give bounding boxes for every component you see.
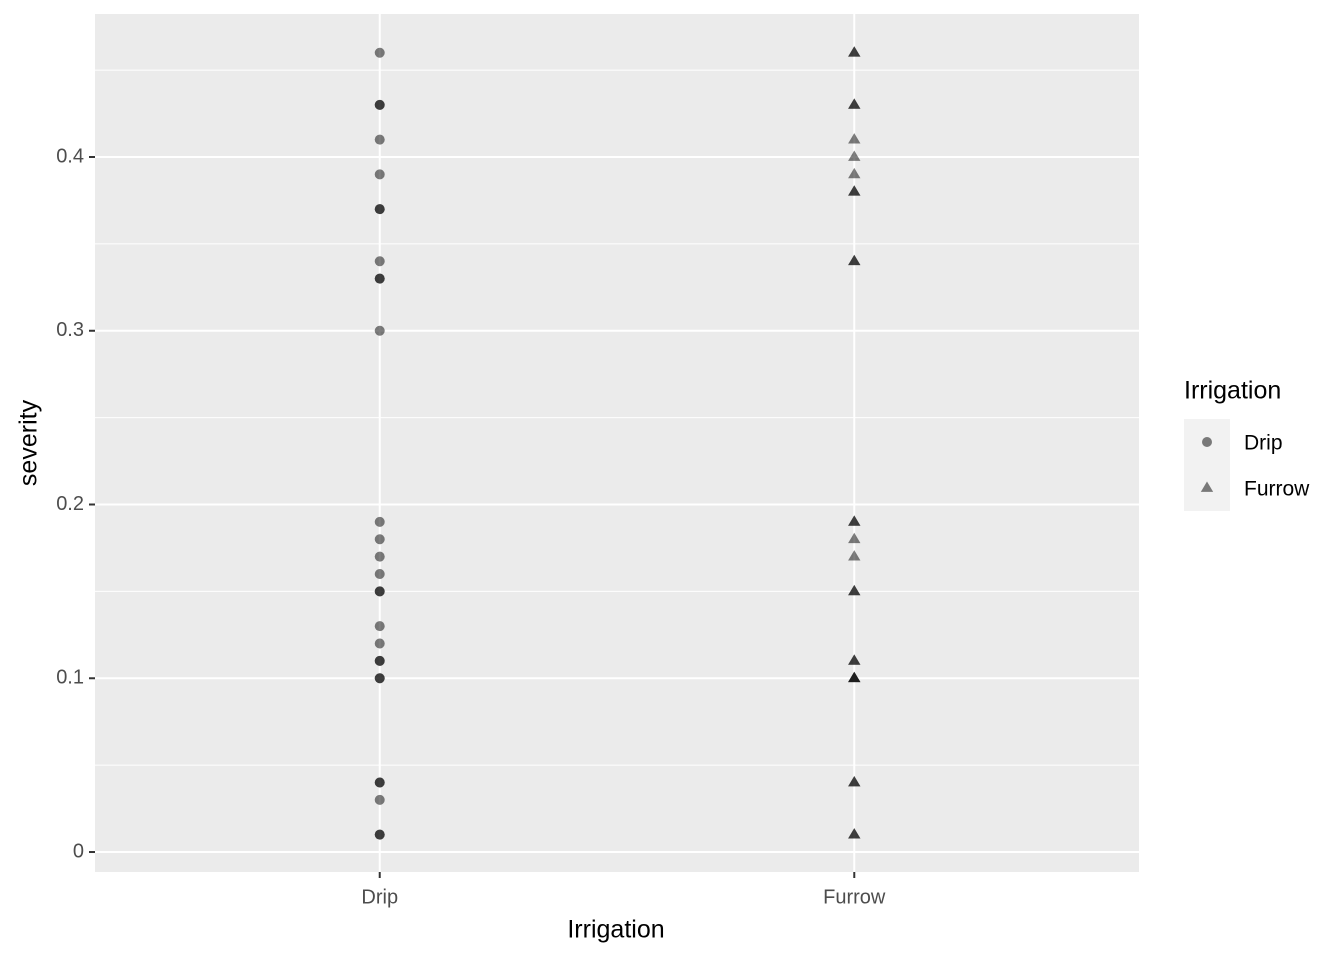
point <box>374 169 385 180</box>
point <box>374 569 385 580</box>
point <box>848 654 861 665</box>
point <box>848 150 861 161</box>
y-tick-label: 0 <box>73 840 84 862</box>
point <box>848 671 861 683</box>
legend-key <box>1200 481 1214 492</box>
point <box>374 621 385 632</box>
point <box>848 550 861 561</box>
point <box>374 638 385 649</box>
legend-key <box>1202 437 1212 447</box>
point <box>374 325 385 336</box>
point <box>848 167 861 179</box>
point <box>374 47 385 58</box>
point <box>374 99 385 110</box>
point <box>374 551 385 562</box>
point <box>848 46 861 57</box>
legend-key-background <box>1184 419 1230 511</box>
point <box>374 516 385 527</box>
y-tick-label: 0.1 <box>56 667 84 689</box>
point <box>374 534 385 545</box>
y-axis-title: severity <box>15 399 43 486</box>
legend-label: Furrow <box>1244 478 1310 501</box>
point <box>374 273 385 284</box>
point <box>848 828 861 839</box>
point <box>374 586 385 597</box>
point <box>374 655 385 666</box>
point <box>848 133 861 144</box>
y-tick-label: 0.4 <box>56 145 84 167</box>
point <box>374 673 385 684</box>
point <box>374 829 385 840</box>
point <box>848 776 861 787</box>
y-tick-label: 0.2 <box>56 493 84 515</box>
panel-background <box>95 14 1139 872</box>
legend-title: Irrigation <box>1184 377 1281 405</box>
point <box>374 256 385 267</box>
point <box>848 254 861 266</box>
x-tick-label: Drip <box>361 886 398 908</box>
x-tick-label: Furrow <box>823 886 886 908</box>
point <box>374 777 385 788</box>
point <box>374 204 385 215</box>
point <box>848 515 861 526</box>
point <box>848 584 861 596</box>
point <box>848 185 861 196</box>
point <box>374 134 385 145</box>
legend-label: Drip <box>1244 432 1283 455</box>
point <box>848 98 861 109</box>
point <box>848 532 861 544</box>
point <box>374 794 385 805</box>
y-tick-label: 0.3 <box>56 319 84 341</box>
x-axis-title: Irrigation <box>567 916 664 944</box>
